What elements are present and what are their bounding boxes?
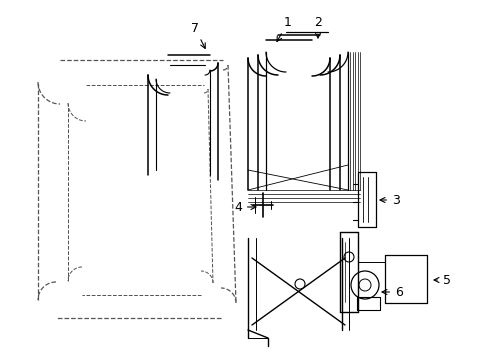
Text: 2: 2: [313, 15, 321, 38]
Text: 1: 1: [276, 15, 291, 41]
Text: 7: 7: [191, 22, 205, 48]
Text: 5: 5: [433, 274, 450, 287]
Text: 4: 4: [234, 201, 255, 213]
Text: 3: 3: [379, 194, 399, 207]
Text: 6: 6: [381, 285, 402, 298]
